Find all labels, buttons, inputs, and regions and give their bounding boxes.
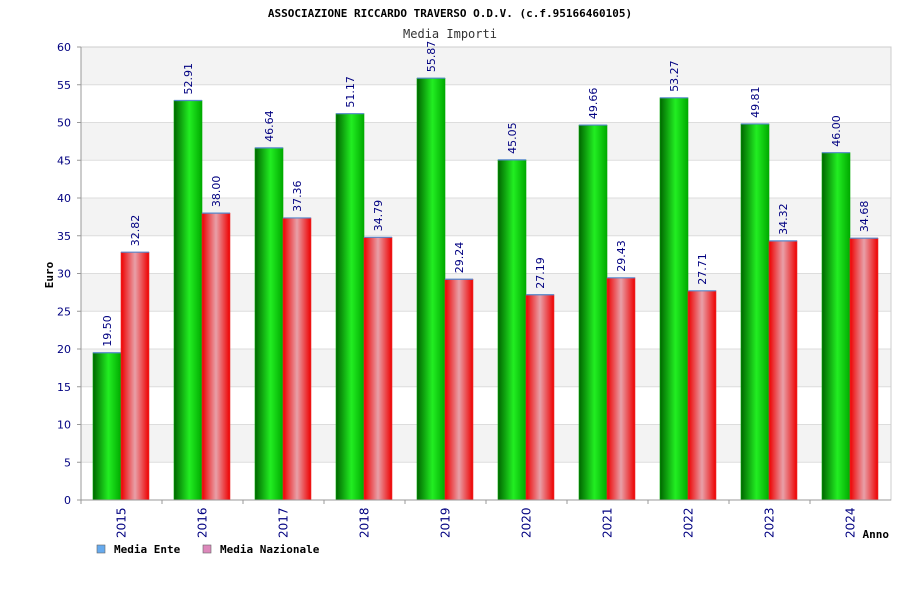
x-tick-label: 2024 bbox=[844, 507, 858, 538]
x-axis-label: Anno bbox=[863, 528, 890, 541]
bar-media-nazionale-2015 bbox=[120, 251, 150, 501]
y-tick-label: 5 bbox=[64, 456, 71, 469]
x-axis-ticks: 2015 2016 2017 2018 2019 2020 2021 2022 2023 2024 bbox=[80, 500, 858, 538]
plot-band bbox=[81, 122, 891, 161]
bar-media-ente-2017 bbox=[254, 147, 284, 501]
x-tick-label: 2018 bbox=[358, 507, 372, 538]
bar-media-nazionale-2024 bbox=[849, 237, 879, 501]
x-tick-label: 2021 bbox=[601, 507, 615, 538]
plot-band bbox=[81, 160, 891, 198]
x-tick-label: 2016 bbox=[196, 507, 210, 538]
bar-value-label: 29.43 bbox=[615, 240, 628, 272]
bar-media-ente-2016 bbox=[173, 100, 203, 501]
plot-band bbox=[81, 47, 891, 85]
bar-value-label: 27.19 bbox=[534, 257, 547, 289]
bar-media-ente-2024 bbox=[821, 152, 851, 501]
bar-value-labels: 19.50 32.82 52.91 38.00 46.64 37.36 51.17 34.79… bbox=[101, 41, 871, 347]
x-tick-label: 2017 bbox=[277, 507, 291, 538]
bar-value-label: 52.91 bbox=[182, 63, 195, 95]
bar-value-label: 51.17 bbox=[344, 76, 357, 108]
x-tick-label: 2019 bbox=[439, 507, 453, 538]
bar-media-ente-2015 bbox=[92, 352, 122, 501]
bar-media-nazionale-2016 bbox=[201, 212, 231, 501]
y-tick-label: 15 bbox=[57, 381, 71, 394]
bar-value-label: 29.24 bbox=[453, 242, 466, 274]
bar-media-ente-2018 bbox=[335, 113, 365, 501]
bar-value-label: 38.00 bbox=[210, 176, 223, 208]
bar-value-label: 55.87 bbox=[425, 41, 438, 73]
bar-value-label: 49.81 bbox=[749, 86, 762, 118]
bar-media-ente-2022 bbox=[659, 97, 689, 501]
bar-media-ente-2020 bbox=[497, 159, 527, 501]
legend-swatch bbox=[202, 544, 212, 554]
legend-label: Media Nazionale bbox=[220, 543, 320, 556]
y-tick-label: 45 bbox=[57, 154, 71, 167]
bar-value-label: 34.68 bbox=[858, 201, 871, 233]
legend-swatch bbox=[96, 544, 106, 554]
bar-value-label: 49.66 bbox=[587, 88, 600, 120]
bar-value-label: 34.79 bbox=[372, 200, 385, 232]
bar-media-nazionale-2019 bbox=[444, 278, 474, 501]
y-tick-label: 35 bbox=[57, 230, 71, 243]
bar-value-label: 34.32 bbox=[777, 203, 790, 235]
x-tick-label: 2023 bbox=[763, 507, 777, 538]
y-tick-label: 25 bbox=[57, 305, 71, 318]
legend-label: Media Ente bbox=[114, 543, 181, 556]
y-axis-label: Euro bbox=[43, 261, 56, 288]
y-tick-label: 40 bbox=[57, 192, 71, 205]
bar-media-ente-2021 bbox=[578, 124, 608, 501]
y-tick-label: 50 bbox=[57, 117, 71, 130]
bar-value-label: 37.36 bbox=[291, 180, 304, 212]
legend: Media Ente Media Nazionale bbox=[96, 543, 320, 556]
bar-media-nazionale-2021 bbox=[606, 277, 636, 501]
bar-media-ente-2023 bbox=[740, 123, 770, 501]
y-tick-label: 0 bbox=[64, 494, 71, 507]
bar-value-label: 46.00 bbox=[830, 115, 843, 147]
x-tick-label: 2022 bbox=[682, 507, 696, 538]
chart-title: ASSOCIAZIONE RICCARDO TRAVERSO O.D.V. (c… bbox=[268, 7, 632, 20]
bar-value-label: 53.27 bbox=[668, 60, 681, 92]
bar-value-label: 32.82 bbox=[129, 215, 142, 247]
bar-value-label: 19.50 bbox=[101, 315, 114, 347]
bar-media-nazionale-2020 bbox=[525, 294, 555, 501]
bar-value-label: 27.71 bbox=[696, 253, 709, 285]
bar-media-nazionale-2017 bbox=[282, 217, 312, 501]
bar-media-nazionale-2022 bbox=[687, 290, 717, 501]
bar-media-nazionale-2018 bbox=[363, 237, 393, 501]
x-tick-label: 2020 bbox=[520, 507, 534, 538]
bars bbox=[92, 77, 879, 501]
bar-media-ente-2019 bbox=[416, 77, 446, 501]
y-tick-label: 10 bbox=[57, 419, 71, 432]
y-tick-label: 20 bbox=[57, 343, 71, 356]
y-tick-label: 60 bbox=[57, 41, 71, 54]
y-axis-ticks: 0 5 10 15 20 25 30 35 40 45 50 55 60 bbox=[57, 41, 81, 507]
y-tick-label: 55 bbox=[57, 79, 71, 92]
bar-media-nazionale-2023 bbox=[768, 240, 798, 501]
bar-value-label: 46.64 bbox=[263, 110, 276, 142]
chart-subtitle: Media Importi bbox=[403, 27, 497, 41]
x-tick-label: 2015 bbox=[115, 507, 129, 538]
bar-value-label: 45.05 bbox=[506, 122, 519, 154]
plot-band bbox=[81, 84, 891, 123]
y-tick-label: 30 bbox=[57, 268, 71, 281]
